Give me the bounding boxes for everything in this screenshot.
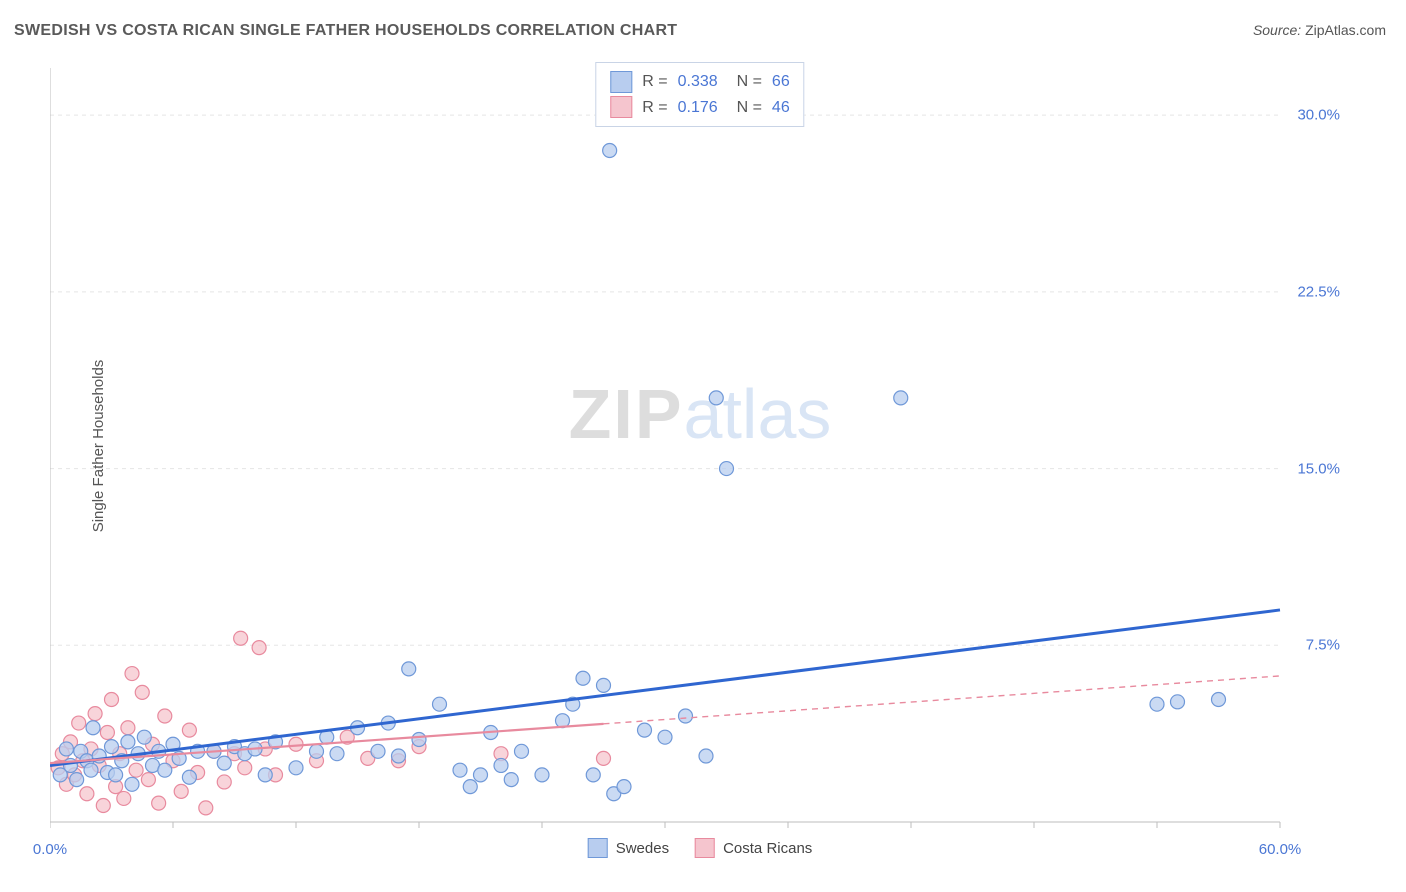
plot-area: ZIPatlas R = 0.338 N = 66 R = 0.176 N = … [50,60,1350,830]
chart-container: SWEDISH VS COSTA RICAN SINGLE FATHER HOU… [0,0,1406,892]
stats-row-swedes: R = 0.338 N = 66 [610,69,789,95]
y-tick-15: 15.0% [1297,460,1340,477]
source-value: ZipAtlas.com [1305,22,1386,38]
legend-swatch-costaricans [695,838,715,858]
swatch-costaricans [610,96,632,118]
legend-item-swedes: Swedes [588,838,669,858]
chart-title: SWEDISH VS COSTA RICAN SINGLE FATHER HOU… [14,22,677,40]
n-value-costaricans: 46 [772,95,790,121]
n-value-swedes: 66 [772,69,790,95]
legend-label-swedes: Swedes [616,840,669,857]
chart-svg [50,60,1350,830]
stats-legend: R = 0.338 N = 66 R = 0.176 N = 46 [595,62,804,127]
source-attribution: Source: ZipAtlas.com [1253,22,1386,38]
swatch-swedes [610,71,632,93]
y-tick-30: 30.0% [1297,107,1340,124]
series-legend: Swedes Costa Ricans [588,838,813,858]
legend-item-costaricans: Costa Ricans [695,838,812,858]
r-value-costaricans: 0.176 [678,95,718,121]
y-tick-22-5: 22.5% [1297,283,1340,300]
x-tick-0: 0.0% [33,841,67,858]
legend-label-costaricans: Costa Ricans [723,840,812,857]
legend-swatch-swedes [588,838,608,858]
source-label: Source: [1253,22,1301,38]
x-tick-60: 60.0% [1259,841,1302,858]
y-tick-7-5: 7.5% [1306,637,1340,654]
stats-row-costaricans: R = 0.176 N = 46 [610,95,789,121]
r-value-swedes: 0.338 [678,69,718,95]
